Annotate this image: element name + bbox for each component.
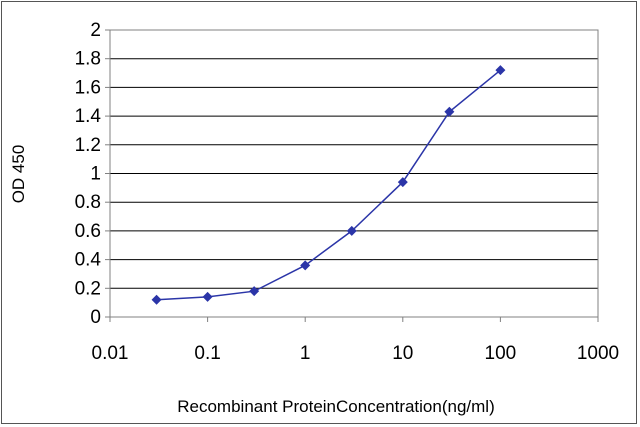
- data-point: [397, 177, 408, 188]
- y-tick-label: 0: [90, 307, 101, 328]
- series-line: [156, 69, 501, 301]
- data-point: [249, 286, 260, 297]
- y-axis: 0 0.2 0.4 0.6 0.8 1 1.2 1.4 1.6 1.8 2: [75, 20, 110, 328]
- y-tick-label: 1: [90, 164, 101, 185]
- data-point: [151, 294, 162, 305]
- x-axis-title: Recombinant ProteinConcentration(ng/ml): [177, 397, 495, 416]
- x-tick-label: 10: [392, 343, 413, 364]
- y-tick-label: 1.6: [75, 77, 101, 98]
- data-point: [495, 65, 506, 76]
- x-tick-label: 0.1: [194, 343, 220, 364]
- y-tick-label: 1.2: [75, 135, 101, 156]
- y-tick-label: 0.6: [75, 221, 101, 242]
- x-tick-label: 1: [300, 343, 311, 364]
- grid-lines: [110, 58, 598, 289]
- y-tick-label: 1.8: [75, 49, 101, 70]
- y-axis-title: OD 450: [9, 145, 28, 204]
- y-tick-label: 0.8: [75, 192, 101, 213]
- x-tick-label: 100: [485, 343, 517, 364]
- y-tick-label: 2: [90, 20, 101, 41]
- x-tick-label: 0.01: [92, 343, 129, 364]
- data-point: [202, 291, 213, 302]
- y-tick-label: 0.2: [75, 278, 101, 299]
- data-point: [444, 106, 455, 117]
- data-point: [346, 225, 357, 236]
- x-tick-label: 1000: [577, 343, 619, 364]
- y-tick-label: 1.4: [75, 106, 102, 127]
- series-markers: [151, 65, 506, 305]
- y-tick-label: 0.4: [75, 250, 102, 271]
- x-axis: 0.01 0.1 1 10 100 1000: [92, 317, 619, 364]
- data-point: [300, 260, 311, 271]
